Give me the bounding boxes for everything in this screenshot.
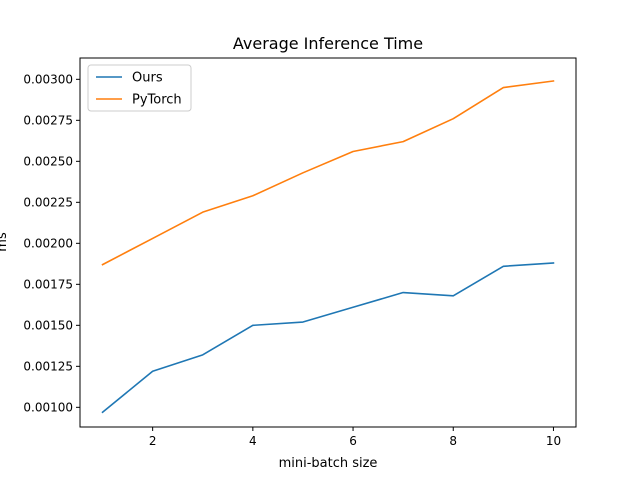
x-tick-label: 2 — [149, 434, 157, 448]
plot-frame — [79, 57, 577, 428]
x-tick-label: 4 — [249, 434, 257, 448]
y-tick-label: 0.00175 — [23, 277, 73, 291]
x-tick-label: 10 — [546, 434, 561, 448]
x-tick-label: 6 — [349, 434, 357, 448]
y-axis-label: ms — [0, 232, 10, 252]
y-tick-label: 0.00100 — [23, 400, 73, 414]
y-tick-label: 0.00300 — [23, 72, 73, 86]
x-axis-ticks: 2 4 6 8 10 — [149, 427, 561, 448]
x-axis-label: mini-batch size — [279, 456, 378, 471]
legend: Ours PyTorch — [87, 64, 192, 112]
y-tick-label: 0.00150 — [23, 318, 73, 332]
y-axis-ticks: 0.00100 0.00125 0.00150 0.00175 0.00200 0.002… — [23, 72, 80, 414]
series-line-pytorch — [101, 80, 555, 266]
legend-label-ours: Ours — [132, 71, 163, 86]
y-tick-label: 0.00275 — [23, 113, 73, 127]
series-layer — [101, 80, 555, 414]
y-tick-label: 0.00200 — [23, 236, 73, 250]
chart-title: Average Inference Time — [233, 34, 423, 53]
legend-label-pytorch: PyTorch — [132, 93, 182, 108]
y-tick-label: 0.00125 — [23, 359, 73, 373]
y-tick-label: 0.00225 — [23, 195, 73, 209]
y-tick-label: 0.00250 — [23, 154, 73, 168]
x-tick-label: 8 — [449, 434, 457, 448]
series-line-ours — [101, 262, 555, 414]
